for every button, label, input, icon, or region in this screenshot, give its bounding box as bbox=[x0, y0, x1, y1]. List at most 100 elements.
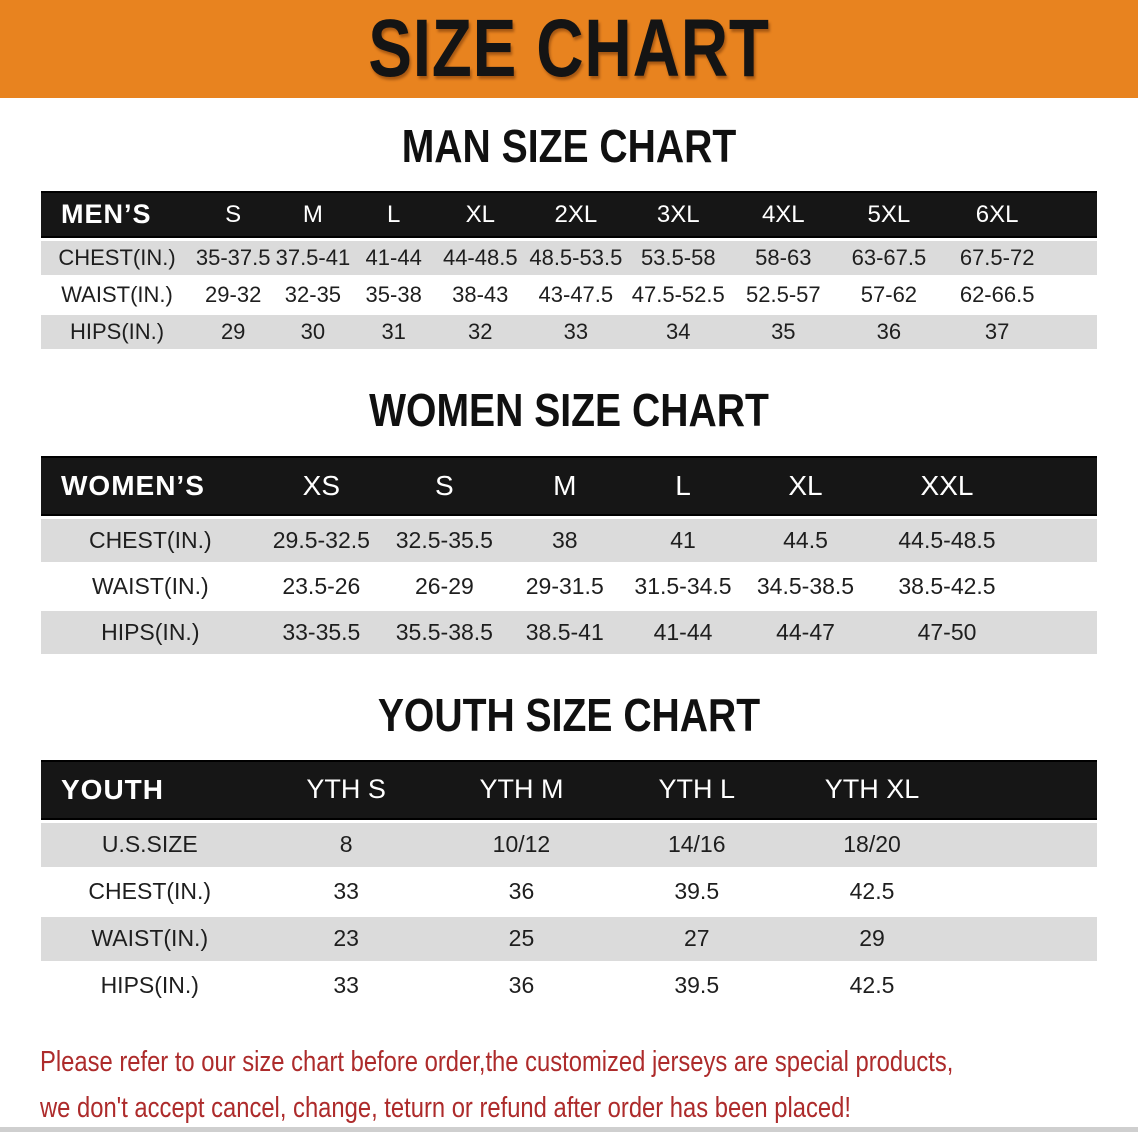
size-value: 53.5-58 bbox=[640, 245, 716, 271]
table-row: WAIST(IN.) 29-32 32-35 35-38 38-43 43-47.5 47.… bbox=[41, 278, 1097, 312]
size-value: 32 bbox=[468, 319, 493, 345]
men-size-table-wrap: MEN’S S M L XL 2XL 3XL 4XL 5XL 6XL CHEST(IN.) 35-37… bbox=[41, 188, 1097, 352]
filler-cell bbox=[1052, 191, 1097, 239]
filler-cell bbox=[1025, 455, 1097, 516]
row-label: WAIST(IN.) bbox=[91, 925, 209, 952]
size-value: 29-32 bbox=[205, 282, 262, 308]
men-size-chart-heading: MAN SIZE CHART bbox=[401, 120, 737, 172]
table-header-row: MEN’S S M L XL 2XL 3XL 4XL 5XL 6XL bbox=[41, 191, 1097, 239]
men-size-table: MEN’S S M L XL 2XL 3XL 4XL 5XL 6XL CHEST(IN.) 35-37… bbox=[41, 188, 1097, 352]
size-value: 29-31.5 bbox=[525, 572, 604, 599]
filler-cell bbox=[1025, 565, 1097, 608]
women-size-chart-heading: WOMEN SIZE CHART bbox=[369, 384, 769, 437]
size-value: 29.5-32.5 bbox=[272, 526, 370, 553]
table-row: CHEST(IN.) 33 36 39.5 42.5 bbox=[41, 870, 1097, 914]
filler-cell bbox=[960, 917, 1097, 961]
size-column-header: 3XL bbox=[625, 191, 731, 239]
size-column-header: 4XL bbox=[730, 191, 837, 239]
size-value: 18/20 bbox=[843, 831, 901, 858]
size-value: 48.5-53.5 bbox=[529, 245, 623, 271]
table-row: HIPS(IN.) 29 30 31 32 33 34 35 36 37 bbox=[41, 315, 1097, 350]
section-youth: YOUTH SIZE CHART YOUTH YTH S YTH M YTH L YTH… bbox=[0, 688, 1138, 1011]
size-column-header: 6XL bbox=[941, 191, 1053, 239]
filler-cell bbox=[1053, 315, 1097, 349]
banner: SIZE CHART bbox=[0, 0, 1138, 98]
size-column-header: 2XL bbox=[525, 191, 626, 239]
size-value: 37 bbox=[984, 319, 1010, 345]
section-women: WOMEN SIZE CHART WOMEN’S XS S M L XL XXL CHEST(… bbox=[0, 386, 1138, 656]
filler-cell bbox=[959, 759, 1097, 820]
size-value: 33-35.5 bbox=[282, 618, 361, 645]
section-men: MAN SIZE CHART MEN’S S M L XL 2XL 3XL 4XL 5XL 6XL… bbox=[0, 122, 1138, 352]
size-value: 33 bbox=[563, 319, 589, 345]
size-value: 39.5 bbox=[674, 972, 720, 999]
row-label: CHEST(IN.) bbox=[58, 245, 176, 271]
disclaimer: Please refer to our size chart before or… bbox=[40, 1039, 1098, 1132]
size-value: 34.5-38.5 bbox=[756, 572, 855, 599]
size-value: 10/12 bbox=[492, 831, 551, 858]
size-value: 34 bbox=[666, 319, 691, 345]
size-value: 31 bbox=[381, 319, 406, 345]
size-value: 29 bbox=[220, 319, 246, 345]
size-value: 44.5 bbox=[783, 526, 828, 553]
size-value: 43-47.5 bbox=[538, 282, 614, 308]
size-value: 35 bbox=[771, 319, 796, 345]
size-value: 35.5-38.5 bbox=[395, 618, 493, 645]
size-value: 26-29 bbox=[414, 572, 474, 599]
row-label: HIPS(IN.) bbox=[69, 319, 165, 345]
table-header-label: WOMEN’S bbox=[41, 455, 260, 516]
size-value: 8 bbox=[339, 831, 353, 858]
row-label: HIPS(IN.) bbox=[100, 972, 199, 999]
size-value: 29 bbox=[859, 925, 885, 952]
row-label: CHEST(IN.) bbox=[88, 526, 212, 553]
row-label: WAIST(IN.) bbox=[91, 572, 209, 599]
table-header-row: YOUTH YTH S YTH M YTH L YTH XL bbox=[41, 759, 1097, 820]
size-value: 23.5-26 bbox=[282, 572, 361, 599]
size-value: 14/16 bbox=[667, 831, 726, 858]
size-value: 35-37.5 bbox=[195, 245, 271, 271]
women-size-table-wrap: WOMEN’S XS S M L XL XXL CHEST(IN.) 29.5-32.5 32.5… bbox=[41, 453, 1097, 657]
size-column-header: 5XL bbox=[836, 191, 942, 239]
size-column-header: S bbox=[383, 455, 506, 516]
size-value: 32-35 bbox=[284, 282, 342, 308]
size-value: 57-62 bbox=[860, 282, 918, 308]
size-column-header: S bbox=[193, 191, 274, 239]
size-value: 33 bbox=[333, 878, 359, 905]
size-value: 23 bbox=[333, 925, 359, 952]
table-row: WAIST(IN.) 23 25 27 29 bbox=[41, 916, 1097, 961]
size-value: 41-44 bbox=[653, 618, 713, 645]
size-value: 44.5-48.5 bbox=[898, 526, 996, 553]
row-label: U.S.SIZE bbox=[101, 831, 198, 858]
row-label: WAIST(IN.) bbox=[61, 282, 173, 308]
table-row: U.S.SIZE 8 10/12 14/16 18/20 bbox=[41, 822, 1097, 867]
size-value: 38-43 bbox=[452, 282, 509, 308]
size-value: 63-67.5 bbox=[851, 245, 927, 271]
table-row: HIPS(IN.) 33 36 39.5 42.5 bbox=[41, 964, 1097, 1008]
table-header-label: YOUTH bbox=[41, 759, 259, 820]
filler-cell bbox=[960, 964, 1097, 1008]
filler-cell bbox=[960, 823, 1097, 867]
size-value: 58-63 bbox=[755, 245, 812, 271]
size-value: 38.5-42.5 bbox=[898, 572, 996, 599]
size-column-header: XL bbox=[742, 455, 869, 516]
size-value: 31.5-34.5 bbox=[634, 572, 732, 599]
filler-cell bbox=[1053, 241, 1097, 275]
filler-cell bbox=[1025, 519, 1097, 562]
size-value: 47.5-52.5 bbox=[631, 282, 725, 308]
size-value: 38 bbox=[551, 526, 578, 553]
disclaimer-line-1: Please refer to our size chart before or… bbox=[40, 1045, 954, 1078]
size-value: 41 bbox=[670, 526, 696, 553]
size-column-header: YTH L bbox=[609, 759, 785, 820]
size-column-header: YTH S bbox=[258, 759, 434, 820]
size-value: 27 bbox=[683, 925, 710, 952]
row-label: CHEST(IN.) bbox=[88, 878, 212, 905]
youth-size-chart-heading: YOUTH SIZE CHART bbox=[377, 688, 761, 741]
women-size-table: WOMEN’S XS S M L XL XXL CHEST(IN.) 29.5-32.5 32.5… bbox=[41, 453, 1097, 657]
size-value: 62-66.5 bbox=[959, 282, 1035, 308]
size-value: 44-47 bbox=[776, 618, 835, 645]
size-column-header: XL bbox=[434, 191, 526, 239]
size-value: 35-38 bbox=[365, 282, 422, 308]
banner-title: SIZE CHART bbox=[368, 3, 770, 94]
size-value: 32.5-35.5 bbox=[395, 526, 493, 553]
